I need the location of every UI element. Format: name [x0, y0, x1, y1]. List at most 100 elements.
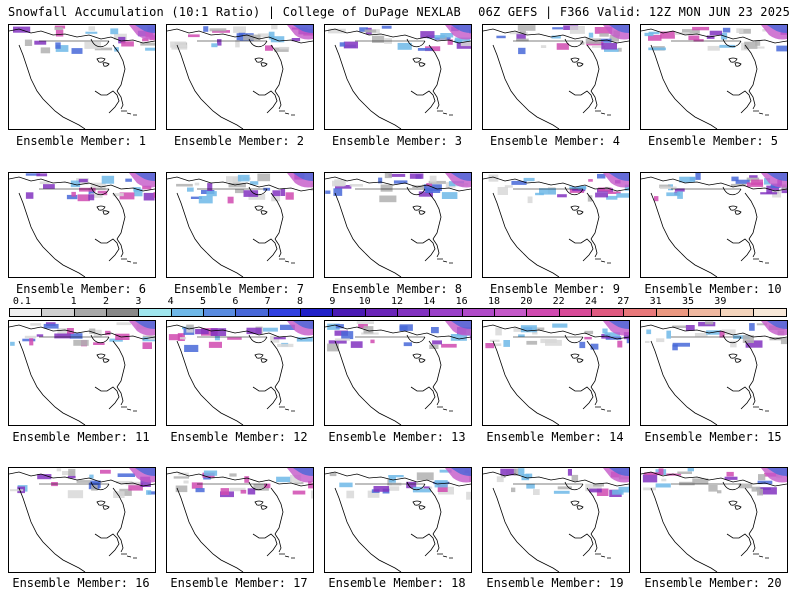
- legend-swatch: [527, 309, 560, 316]
- legend-label: 0.1: [12, 296, 31, 307]
- page-title: Snowfall Accumulation (10:1 Ratio) | Col…: [8, 5, 461, 19]
- ensemble-member-label: Ensemble Member: 1: [15, 134, 147, 148]
- snowfall-shading: [173, 468, 313, 499]
- ensemble-member-label: Ensemble Member: 10: [644, 282, 782, 296]
- legend-swatch: [559, 309, 592, 316]
- ensemble-map-panel: [482, 320, 630, 426]
- snowfall-shading: [13, 25, 155, 54]
- legend-swatch: [236, 309, 269, 316]
- north-america-map: [641, 173, 787, 277]
- snowfall-legend: 0.1 1 2 3 4 5 6 7 8 9 10 12 14 16 18 20 22 24 27 31 35 39: [9, 296, 787, 318]
- north-america-map: [9, 468, 155, 572]
- map-outlines: [483, 324, 629, 425]
- legend-label: 24: [584, 296, 598, 307]
- map-outlines: [483, 176, 629, 277]
- north-america-map: [641, 468, 787, 572]
- legend-label: 22: [552, 296, 565, 307]
- legend-swatch: [494, 309, 528, 316]
- legend-swatch: [268, 309, 301, 316]
- north-america-map: [167, 468, 313, 572]
- snowfall-shading: [485, 321, 629, 350]
- ensemble-member-label: Ensemble Member: 18: [328, 576, 466, 590]
- snowfall-shading: [25, 173, 155, 202]
- ensemble-member-label: Ensemble Member: 17: [170, 576, 308, 590]
- legend-swatch: [430, 309, 463, 316]
- ensemble-member-label: Ensemble Member: 14: [486, 430, 624, 444]
- ensemble-member-label: Ensemble Member: 9: [489, 282, 621, 296]
- north-america-map: [325, 25, 471, 129]
- legend-label: 10: [358, 296, 371, 307]
- snowfall-shading: [325, 173, 471, 203]
- legend-label: 1: [70, 296, 77, 307]
- map-outlines: [9, 28, 155, 129]
- map-outlines: [641, 176, 787, 277]
- legend-swatch: [106, 309, 140, 316]
- map-outlines: [167, 28, 313, 129]
- legend-swatch: [42, 309, 75, 316]
- ensemble-member-label: Ensemble Member: 15: [644, 430, 782, 444]
- snowfall-shading: [329, 468, 471, 500]
- map-outlines: [325, 28, 471, 129]
- map-outlines: [325, 471, 471, 572]
- ensemble-map-panel: [640, 24, 788, 130]
- map-outlines: [167, 324, 313, 425]
- legend-label: 5: [199, 296, 207, 307]
- legend-label: 8: [296, 296, 304, 307]
- ensemble-map-panel: [166, 320, 314, 426]
- legend-swatch: [721, 309, 754, 316]
- north-america-map: [9, 25, 155, 129]
- north-america-map: [167, 25, 313, 129]
- ensemble-member-label: Ensemble Member: 13: [328, 430, 466, 444]
- legend-swatch: [753, 309, 786, 316]
- ensemble-member-label: Ensemble Member: 4: [489, 134, 621, 148]
- ensemble-map-panel: [324, 172, 472, 278]
- ensemble-map-panel: [8, 172, 156, 278]
- ensemble-map-panel: [482, 24, 630, 130]
- snowfall-shading: [170, 25, 313, 52]
- legend-swatch: [139, 309, 172, 316]
- ensemble-map-panel: [640, 172, 788, 278]
- legend-label: 39: [714, 296, 727, 307]
- north-america-map: [9, 321, 155, 425]
- map-outlines: [325, 324, 471, 425]
- legend-label: 3: [135, 296, 142, 307]
- snowfall-shading: [644, 25, 787, 52]
- ensemble-member-label: Ensemble Member: 6: [15, 282, 147, 296]
- legend-label: 2: [102, 296, 110, 307]
- legend-swatch: [365, 309, 398, 316]
- map-outlines: [325, 176, 471, 277]
- snowfall-shading: [328, 25, 471, 52]
- legend-label: 12: [390, 296, 404, 307]
- snowfall-shading: [654, 173, 787, 202]
- legend-label: 4: [167, 296, 174, 307]
- north-america-map: [325, 321, 471, 425]
- north-america-map: [641, 321, 787, 425]
- ensemble-map-panel: [8, 467, 156, 573]
- snowfall-shading: [642, 468, 787, 496]
- legend-swatch: [591, 309, 625, 316]
- map-outlines: [641, 471, 787, 572]
- ensemble-map-panel: [640, 467, 788, 573]
- legend-label: 20: [520, 296, 533, 307]
- ensemble-member-label: Ensemble Member: 12: [170, 430, 308, 444]
- ensemble-map-panel: [166, 172, 314, 278]
- legend-label: 14: [423, 296, 436, 307]
- ensemble-map-panel: [324, 467, 472, 573]
- ensemble-map-panel: [640, 320, 788, 426]
- map-outlines: [641, 28, 787, 129]
- legend-swatch: [300, 309, 334, 316]
- snowfall-shading: [327, 321, 471, 352]
- legend-swatch: [203, 309, 237, 316]
- ensemble-member-label: Ensemble Member: 7: [173, 282, 305, 296]
- snowfall-shading: [176, 173, 313, 204]
- north-america-map: [9, 173, 155, 277]
- ensemble-map-panel: [482, 467, 630, 573]
- ensemble-map-panel: [482, 172, 630, 278]
- map-outlines: [483, 28, 629, 129]
- snowfall-shading: [496, 468, 629, 497]
- legend-swatch: [656, 309, 689, 316]
- north-america-map: [483, 25, 629, 129]
- map-outlines: [167, 471, 313, 572]
- snowfall-shading: [168, 321, 313, 352]
- legend-label: 18: [487, 296, 501, 307]
